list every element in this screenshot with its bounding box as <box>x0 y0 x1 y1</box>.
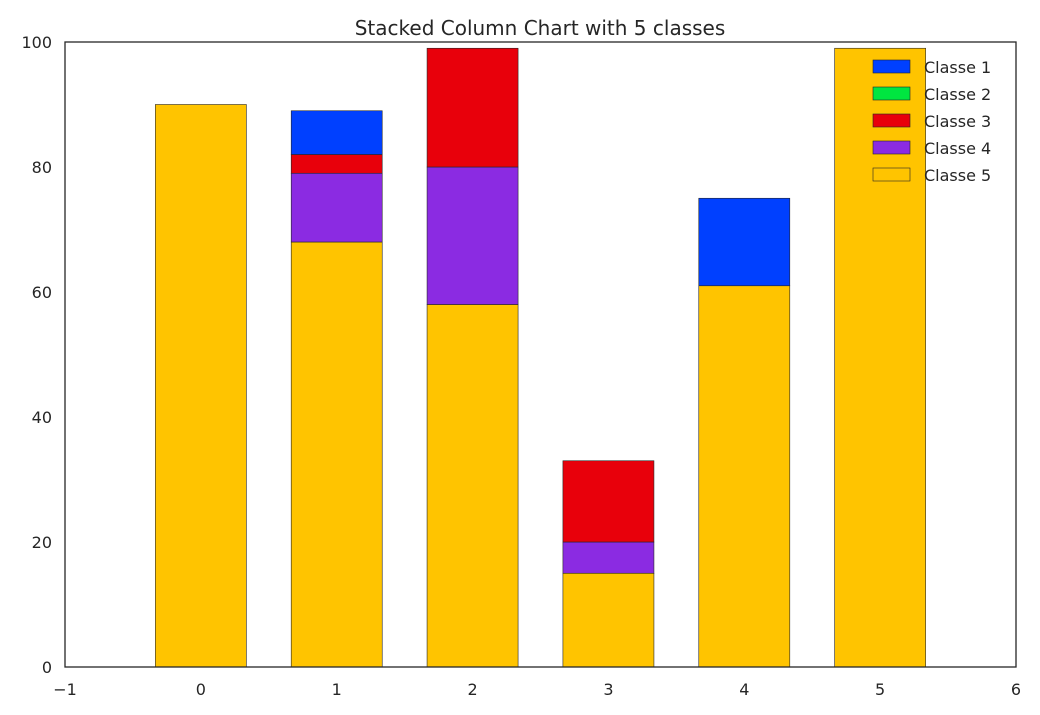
bar-classe-4-cat-1 <box>290 172 383 243</box>
x-tick-label: 6 <box>1011 680 1021 699</box>
bar-classe-3-cat-1 <box>290 154 383 174</box>
bar-classe-5-cat-1 <box>290 241 383 668</box>
legend-swatch-classe-4 <box>872 140 911 155</box>
legend-swatch-classe-3 <box>872 113 911 128</box>
legend-swatch-classe-2 <box>872 86 911 101</box>
x-tick-label: 4 <box>739 680 749 699</box>
x-tick-label: −1 <box>53 680 77 699</box>
legend-label: Classe 5 <box>924 166 991 185</box>
chart-title: Stacked Column Chart with 5 classes <box>355 16 726 40</box>
y-tick-label: 80 <box>32 158 52 177</box>
legend-swatch-classe-5 <box>872 167 911 182</box>
bar-classe-5-cat-0 <box>155 104 247 668</box>
legend-swatch-classe-1 <box>872 59 911 74</box>
bar-classe-3-cat-2 <box>426 47 519 168</box>
x-tick-label: 5 <box>875 680 885 699</box>
bar-classe-4-cat-3 <box>562 541 655 574</box>
x-tick-label: 0 <box>196 680 206 699</box>
bar-classe-4-cat-2 <box>426 166 519 305</box>
bar-classe-5-cat-3 <box>562 572 655 668</box>
legend: Classe 1 Classe 2 Classe 3 Classe 4 Classe 5 <box>872 58 991 185</box>
x-tick-label: 1 <box>332 680 342 699</box>
x-tick-label: 2 <box>467 680 477 699</box>
y-tick-label: 20 <box>32 533 52 552</box>
bar-classe-1-cat-1 <box>290 110 383 155</box>
y-tick-label: 100 <box>21 33 52 52</box>
y-tick-label: 40 <box>32 408 52 427</box>
legend-label: Classe 3 <box>924 112 991 131</box>
y-tick-label: 60 <box>32 283 52 302</box>
legend-label: Classe 2 <box>924 85 991 104</box>
legend-label: Classe 4 <box>924 139 991 158</box>
bar-classe-5-cat-4 <box>698 285 791 668</box>
legend-label: Classe 1 <box>924 58 991 77</box>
x-tick-label: 3 <box>603 680 613 699</box>
bar-classe-3-cat-3 <box>562 460 655 543</box>
bars-layer <box>155 47 926 668</box>
y-tick-label: 0 <box>42 658 52 677</box>
bar-classe-1-cat-4 <box>698 197 791 287</box>
bar-classe-5-cat-2 <box>426 304 519 668</box>
plot-frame <box>64 41 1017 668</box>
